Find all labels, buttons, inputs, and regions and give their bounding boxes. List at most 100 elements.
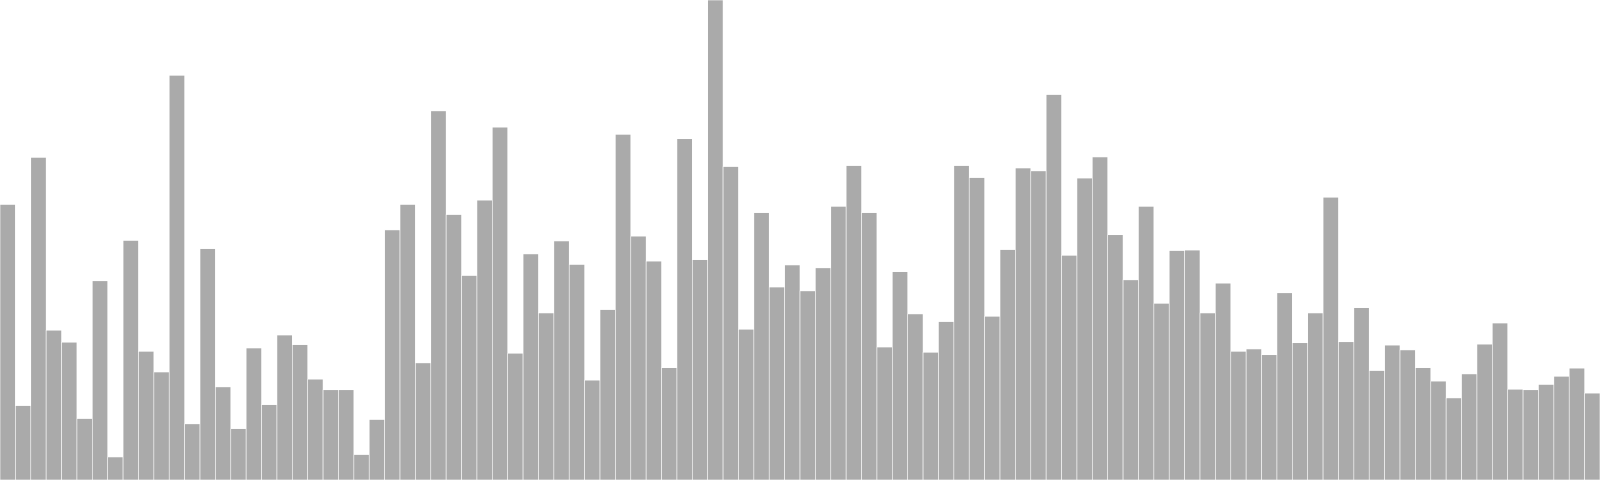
bar-1 xyxy=(0,204,16,480)
bar-67 xyxy=(1015,167,1032,480)
bar-7 xyxy=(92,280,108,480)
bar-22 xyxy=(322,389,339,480)
bar-21 xyxy=(307,378,324,480)
bar-62 xyxy=(938,321,955,480)
bar-17 xyxy=(245,347,262,480)
bar-47 xyxy=(707,0,724,480)
bar-44 xyxy=(661,367,678,480)
bar-34 xyxy=(507,352,524,480)
bar-50 xyxy=(753,212,770,480)
bar-98 xyxy=(1492,322,1508,480)
bar-91 xyxy=(1384,344,1401,480)
bar-53 xyxy=(799,290,816,480)
bar-68 xyxy=(1030,170,1047,480)
bar-59 xyxy=(892,271,908,480)
bar-38 xyxy=(568,264,585,480)
bar-78 xyxy=(1184,249,1201,480)
bar-73 xyxy=(1107,234,1124,480)
bar-52 xyxy=(784,264,801,480)
bar-76 xyxy=(1153,303,1170,480)
bar-82 xyxy=(1245,348,1262,480)
bar-54 xyxy=(815,267,832,480)
bar-56 xyxy=(845,165,862,480)
bar-19 xyxy=(276,334,293,480)
bar-32 xyxy=(476,199,493,480)
bar-97 xyxy=(1476,343,1493,480)
bar-11 xyxy=(153,371,170,480)
bar-85 xyxy=(1292,342,1308,480)
bar-83 xyxy=(1261,354,1278,480)
bar-84 xyxy=(1276,292,1293,480)
bar-30 xyxy=(445,214,462,480)
bar-70 xyxy=(1061,255,1078,480)
bar-41 xyxy=(615,134,632,480)
bar-64 xyxy=(968,177,985,480)
bar-13 xyxy=(184,423,201,480)
bar-99 xyxy=(1507,388,1524,480)
bar-39 xyxy=(584,379,601,480)
bar-3 xyxy=(30,157,47,480)
bar-6 xyxy=(76,418,93,480)
bar-18 xyxy=(261,404,278,480)
bar-5 xyxy=(61,341,78,480)
bar-9 xyxy=(122,240,139,480)
bar-15 xyxy=(215,386,232,480)
bar-75 xyxy=(1138,206,1155,480)
bar-24 xyxy=(353,454,370,480)
bar-36 xyxy=(538,312,555,480)
bar-60 xyxy=(907,313,924,480)
bar-92 xyxy=(1399,349,1416,480)
bar-51 xyxy=(768,286,785,480)
bar-46 xyxy=(692,259,708,480)
bar-23 xyxy=(338,389,355,480)
bar-71 xyxy=(1076,177,1093,480)
bar-100 xyxy=(1522,389,1539,480)
bar-74 xyxy=(1122,279,1139,480)
bar-69 xyxy=(1045,94,1062,480)
bar-8 xyxy=(107,456,124,480)
bar-94 xyxy=(1430,380,1447,480)
bar-2 xyxy=(15,405,32,480)
bar-58 xyxy=(876,346,893,480)
bar-93 xyxy=(1415,367,1432,480)
bar-12 xyxy=(168,75,185,480)
bar-10 xyxy=(138,351,155,480)
bar-96 xyxy=(1461,373,1478,480)
bar-102 xyxy=(1553,376,1570,480)
bar-101 xyxy=(1538,384,1555,480)
bar-90 xyxy=(1368,370,1385,480)
bar-48 xyxy=(722,166,739,480)
bar-63 xyxy=(953,165,970,480)
bar-80 xyxy=(1215,282,1232,480)
bar-37 xyxy=(553,240,570,480)
bar-43 xyxy=(645,260,662,480)
bar-25 xyxy=(368,419,385,480)
bar-89 xyxy=(1353,307,1370,480)
bar-45 xyxy=(676,138,693,480)
bar-104 xyxy=(1584,392,1600,480)
bar-55 xyxy=(830,206,847,480)
bar-35 xyxy=(522,253,539,480)
bar-40 xyxy=(599,309,616,480)
bar-88 xyxy=(1338,341,1355,480)
bar-87 xyxy=(1322,196,1339,480)
bar-27 xyxy=(399,204,416,480)
bar-77 xyxy=(1168,250,1185,480)
bar-65 xyxy=(984,316,1001,480)
bar-31 xyxy=(461,275,478,480)
bar-16 xyxy=(230,428,247,480)
bar-79 xyxy=(1199,312,1216,480)
bar-66 xyxy=(999,249,1016,480)
bar-57 xyxy=(861,212,878,480)
bar-81 xyxy=(1230,351,1247,480)
bar-4 xyxy=(45,329,62,480)
bar-49 xyxy=(738,328,755,480)
bar-103 xyxy=(1568,367,1585,480)
bar-20 xyxy=(292,344,308,480)
bar-29 xyxy=(430,110,447,480)
bar-28 xyxy=(415,362,432,480)
bar-26 xyxy=(384,229,401,480)
bar-95 xyxy=(1445,397,1462,480)
